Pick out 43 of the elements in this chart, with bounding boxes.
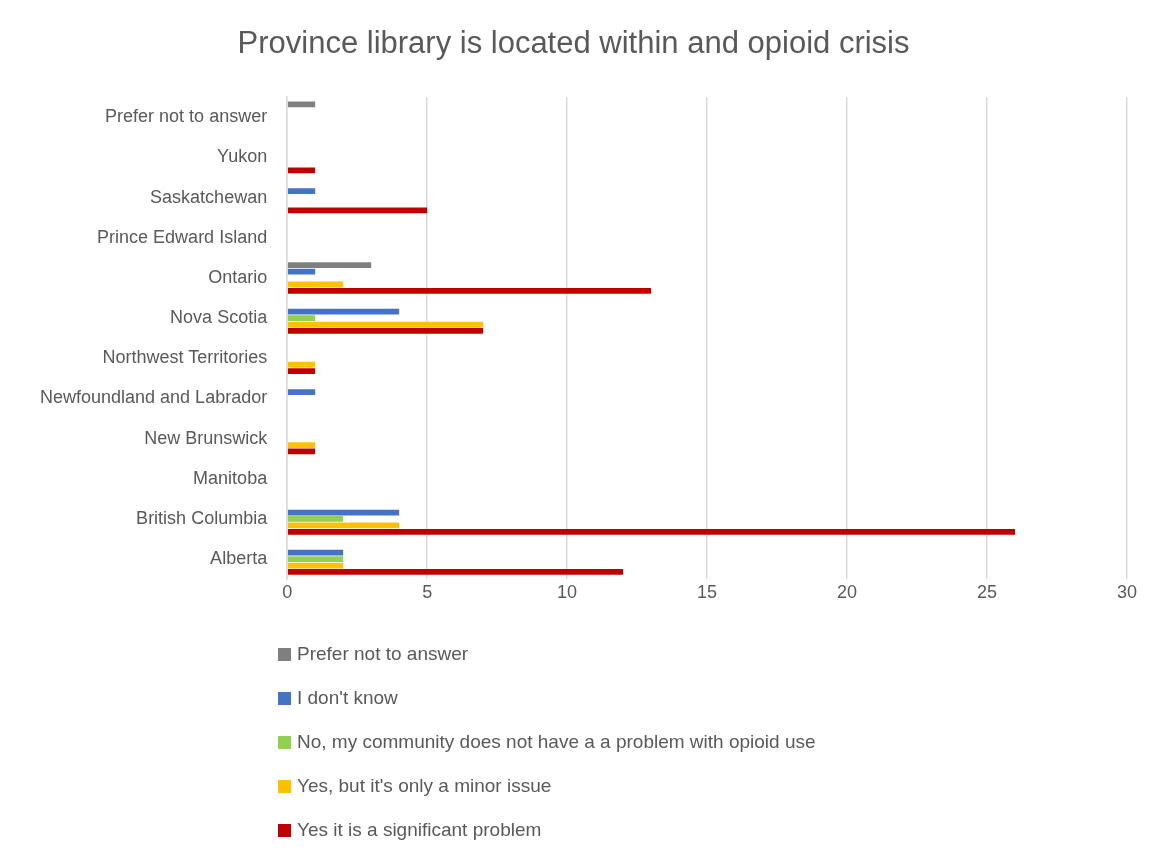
legend-label: I don't know [297,687,398,709]
y-tick-label: Alberta [210,548,269,569]
chart-title: Province library is located within and opioid crisis [237,25,910,61]
y-tick-label: Ontario [208,266,268,287]
x-tick-label: 10 [557,581,578,602]
y-tick-label: Newfoundland and Labrador [40,387,268,408]
y-tick-label: Northwest Territories [102,347,268,368]
x-tick-label: 25 [977,581,998,602]
y-tick-label: Prefer not to answer [105,106,268,127]
x-tick-label: 5 [422,581,433,602]
x-tick-label: 0 [282,581,293,602]
bar [287,328,484,334]
bar [287,262,372,268]
bar [287,569,624,575]
y-tick-label: Yukon [217,146,268,167]
bar [287,361,316,368]
y-tick-label: British Columbia [136,507,269,528]
y-tick-label: Saskatchewan [150,186,268,207]
bar [287,281,344,288]
bar [287,442,316,448]
x-tick-label: 30 [1116,581,1138,602]
bar [287,315,316,322]
bar [287,556,344,563]
bar [287,167,316,174]
bar [287,287,652,294]
bar [287,389,316,395]
x-tick-label: 20 [837,581,858,602]
legend-label: No, my community does not have a a problem with opioid use [297,731,816,753]
y-tick-label: Manitoba [193,467,269,488]
bar [287,549,344,556]
y-tick-label: Nova Scotia [170,307,269,328]
bar [287,522,400,529]
legend-label: Prefer not to answer [297,643,469,665]
bar [287,516,344,522]
legend-label: Yes, but it's only a minor issue [297,775,552,797]
y-tick-label: Prince Edward Island [97,226,268,247]
bar [287,308,400,315]
bar [287,368,316,375]
legend-label: Yes it is a significant problem [297,819,542,841]
bar [287,188,316,195]
y-tick-label: New Brunswick [144,427,269,448]
bar [287,528,1016,535]
x-tick-label: 15 [697,581,718,602]
